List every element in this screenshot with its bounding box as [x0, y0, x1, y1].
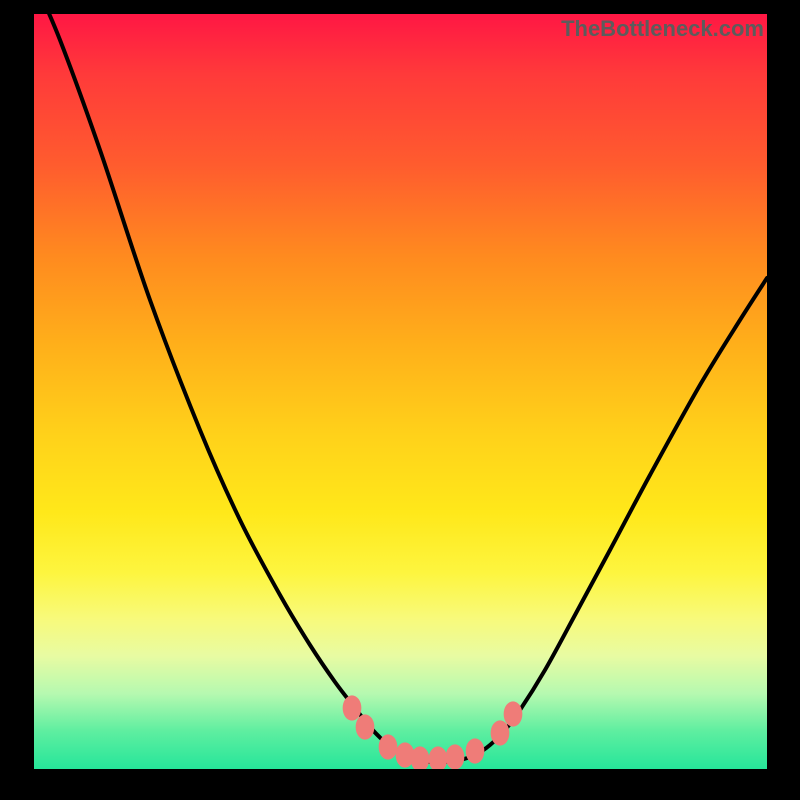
curve-marker — [466, 738, 485, 763]
curve-marker — [504, 701, 523, 726]
bottleneck-curve — [34, 0, 767, 762]
curve-markers — [343, 695, 523, 771]
curve-marker — [411, 746, 430, 771]
curve-marker — [429, 746, 448, 771]
curve-marker — [343, 695, 362, 720]
curve-marker — [379, 734, 398, 759]
curve-layer — [0, 0, 800, 800]
curve-marker — [491, 720, 510, 745]
watermark-text: TheBottleneck.com — [561, 16, 764, 42]
chart-root: TheBottleneck.com — [0, 0, 800, 800]
curve-marker — [446, 744, 465, 769]
curve-marker — [356, 714, 375, 739]
